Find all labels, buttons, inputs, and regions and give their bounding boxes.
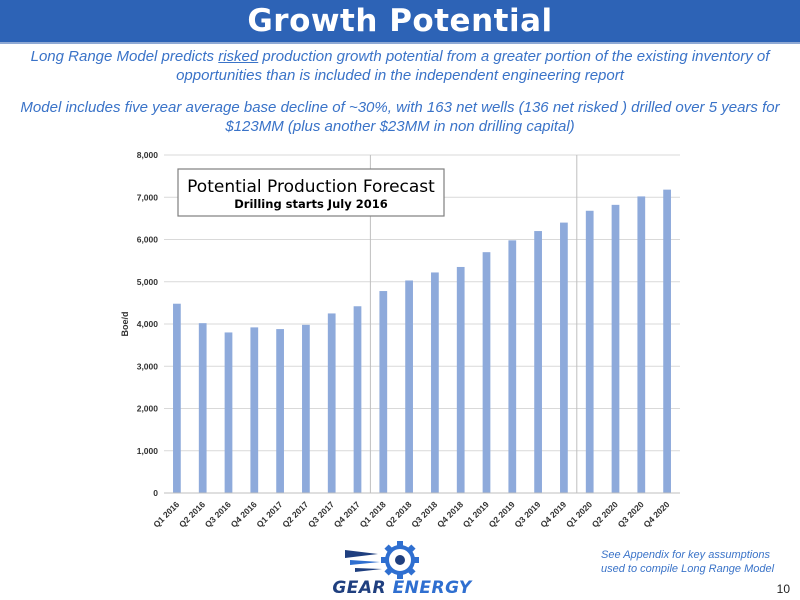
- bar: [302, 324, 310, 493]
- x-tick-label: Q3 2019: [512, 499, 542, 529]
- subtitle-risked-word: risked: [218, 48, 259, 65]
- gear-icon: [345, 541, 419, 579]
- title-banner: Growth Potential: [0, 0, 800, 44]
- appendix-footnote: See Appendix for key assumptions used to…: [601, 549, 775, 575]
- bar: [560, 222, 568, 493]
- bar: [353, 306, 362, 493]
- x-tick-label: Q3 2017: [306, 499, 336, 529]
- subtitle-line-1-post: production growth potential from a great…: [176, 48, 770, 84]
- x-tick-label: Q1 2019: [461, 499, 491, 529]
- y-tick-label: 4,000: [137, 319, 159, 329]
- bar: [663, 189, 671, 493]
- bar: [250, 327, 259, 493]
- x-tick-label: Q4 2016: [229, 499, 259, 529]
- x-tick-label: Q4 2018: [435, 499, 465, 529]
- y-tick-label: 0: [153, 488, 158, 498]
- bar: [224, 332, 233, 493]
- logo-text-energy: ENERGY: [392, 578, 472, 598]
- x-tick-label: Q2 2018: [383, 499, 413, 529]
- x-tick-label: Q1 2020: [564, 499, 594, 529]
- x-tick-label: Q4 2017: [332, 499, 362, 529]
- bar: [534, 231, 542, 494]
- x-tick-label: Q3 2016: [203, 499, 233, 529]
- y-tick-label: 1,000: [137, 446, 159, 456]
- production-forecast-chart: 0 1,000 2,000 3,000 4,000 5,000 6,000 7,000 8,00…: [120, 150, 680, 529]
- y-tick-label: 2,000: [137, 404, 159, 414]
- logo-wordmark: GEAR ENERGY: [322, 578, 482, 598]
- chart-title-box: [177, 168, 445, 217]
- y-tick-label: 5,000: [137, 277, 159, 287]
- bar: [198, 323, 207, 493]
- x-tick-label: Q2 2019: [487, 499, 517, 529]
- page-number: 10: [776, 582, 790, 596]
- bar: [173, 303, 181, 493]
- y-axis-label: Boe/d: [120, 311, 130, 336]
- y-tick-label: 7,000: [137, 192, 159, 202]
- x-tick-label: Q2 2017: [280, 499, 310, 529]
- bar: [585, 210, 594, 493]
- y-tick-label: 6,000: [137, 235, 159, 245]
- bar: [327, 313, 336, 493]
- bar: [508, 240, 517, 493]
- bar: [405, 280, 413, 493]
- x-tick-label: Q1 2016: [151, 499, 181, 529]
- bar: [482, 252, 491, 493]
- x-tick-label: Q2 2020: [590, 499, 620, 529]
- bar: [431, 272, 439, 493]
- subtitle-line-1-pre: Long Range Model predicts: [30, 48, 219, 65]
- x-tick-label: Q3 2020: [616, 499, 646, 529]
- subtitle-line-1: Long Range Model predicts risked product…: [20, 47, 780, 85]
- x-tick-label: Q4 2019: [538, 499, 568, 529]
- x-tick-label: Q2 2016: [177, 499, 207, 529]
- gear-energy-logo: GEAR ENERGY: [322, 538, 482, 598]
- bar: [611, 204, 620, 493]
- bar: [379, 291, 388, 493]
- bar: [637, 196, 646, 493]
- bar: [276, 329, 284, 493]
- x-tick-label: Q1 2017: [254, 499, 284, 529]
- chart-title: Potential Production Forecast: [187, 177, 435, 197]
- x-tick-label: Q1 2018: [358, 499, 388, 529]
- bar: [456, 266, 465, 493]
- logo-text-gear: GEAR: [332, 578, 387, 598]
- chart-subtitle: Drilling starts July 2016: [234, 197, 387, 211]
- x-tick-label: Q4 2020: [641, 499, 671, 529]
- page-title: Growth Potential: [247, 3, 553, 39]
- y-tick-label: 3,000: [137, 361, 159, 371]
- subtitle-line-2: Model includes five year average base de…: [20, 99, 780, 135]
- y-tick-label: 8,000: [137, 150, 159, 160]
- x-tick-label: Q3 2018: [409, 499, 439, 529]
